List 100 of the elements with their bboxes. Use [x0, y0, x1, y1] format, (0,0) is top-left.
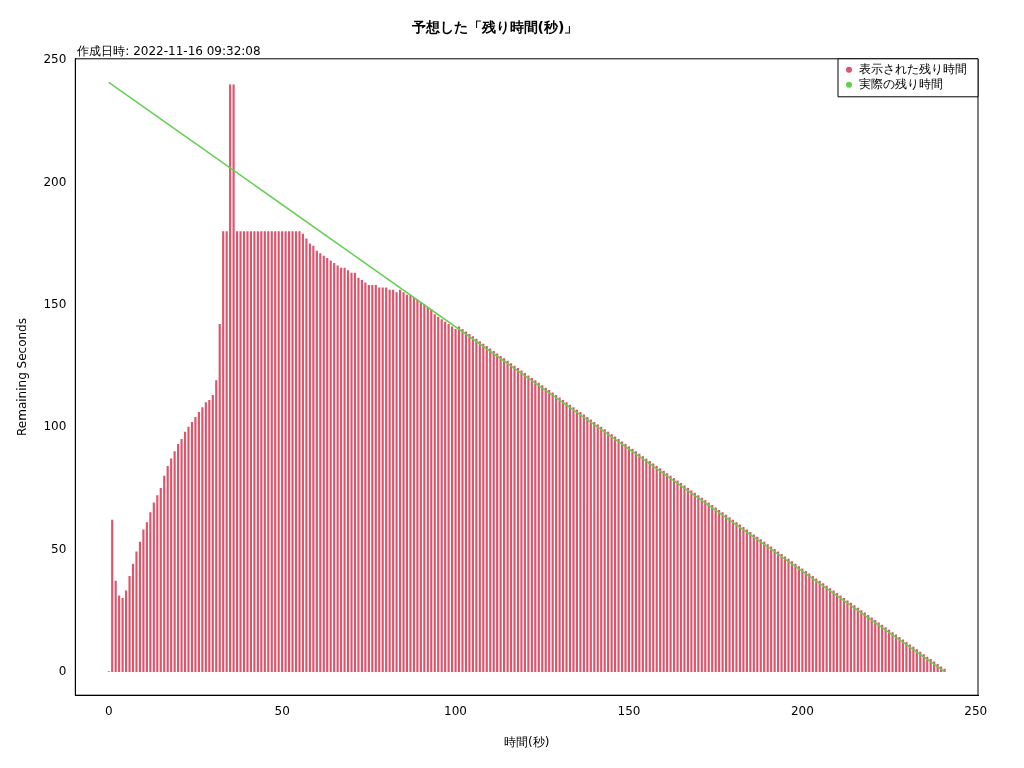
bar: [548, 390, 551, 672]
y-tick-label: 150: [43, 297, 67, 311]
bar: [738, 524, 742, 672]
bar: [676, 480, 679, 672]
bar: [600, 426, 603, 672]
bar: [492, 351, 495, 672]
bar: [357, 277, 360, 672]
bar: [430, 309, 433, 672]
bar: [242, 231, 246, 672]
bar: [610, 434, 613, 672]
bar: [461, 328, 464, 672]
bar: [256, 231, 259, 672]
bar: [749, 531, 752, 672]
bar: [516, 368, 520, 672]
bar: [794, 563, 797, 672]
bar: [350, 272, 353, 672]
x-axis-title: 時間(秒): [503, 734, 550, 749]
bar: [249, 231, 253, 672]
bar: [822, 583, 825, 672]
bar: [679, 483, 683, 672]
bar: [787, 558, 790, 672]
bar: [437, 316, 440, 672]
bar: [336, 265, 339, 672]
bar: [222, 231, 225, 672]
bar: [561, 399, 565, 672]
bar: [274, 231, 277, 672]
bar: [773, 549, 776, 672]
bar: [655, 465, 658, 672]
bar: [392, 289, 395, 672]
bar: [541, 385, 544, 672]
chart-title: 予想した「残り時間(秒)」: [410, 19, 579, 36]
bar: [731, 519, 735, 672]
bar: [735, 522, 738, 672]
bar: [829, 588, 832, 672]
bar: [509, 363, 513, 672]
bar: [808, 573, 811, 672]
bar: [634, 451, 637, 672]
x-tick-label: 250: [964, 703, 988, 718]
bar: [270, 231, 273, 672]
bar: [204, 402, 207, 672]
bar: [475, 338, 478, 672]
bar: [707, 502, 710, 672]
bar: [340, 267, 343, 672]
bar: [842, 597, 846, 672]
bar: [818, 580, 821, 672]
bar: [419, 302, 422, 672]
bar: [454, 328, 457, 672]
bar: [215, 380, 218, 672]
bar: [315, 250, 318, 672]
bar: [353, 272, 357, 672]
bar: [759, 539, 762, 672]
bar: [742, 527, 745, 672]
bar: [537, 382, 540, 672]
bar: [513, 365, 516, 672]
bar: [201, 407, 204, 672]
bar: [468, 333, 471, 672]
bar: [659, 468, 662, 672]
bar: [395, 292, 398, 672]
bar: [111, 519, 114, 672]
y-tick-label: 100: [43, 419, 67, 434]
bar: [846, 600, 849, 672]
bar: [208, 399, 211, 672]
bar: [603, 429, 606, 672]
bar: [780, 553, 783, 672]
bar: [579, 412, 582, 672]
x-tick-label: 100: [444, 703, 468, 718]
bar: [388, 289, 391, 672]
bar: [551, 392, 554, 672]
bar: [614, 436, 617, 672]
bar: [617, 439, 620, 672]
bar: [797, 566, 800, 672]
bar: [371, 284, 374, 672]
bar: [444, 321, 447, 672]
bar: [114, 580, 117, 672]
bar: [666, 473, 669, 672]
bar: [281, 231, 284, 672]
bar: [648, 461, 651, 672]
bar: [288, 231, 291, 672]
bar: [423, 304, 426, 672]
bar: [811, 575, 814, 672]
legend-label: 実際の残り時間: [859, 76, 943, 91]
bar: [496, 353, 499, 672]
bar: [409, 294, 412, 672]
bar: [721, 512, 724, 672]
bar: [669, 475, 672, 672]
bar: [593, 421, 596, 672]
bar: [575, 409, 579, 672]
bar: [839, 595, 842, 672]
bar: [402, 292, 405, 672]
bar: [457, 326, 461, 672]
x-tick-label: 50: [274, 703, 290, 718]
x-tick-label: 150: [617, 703, 641, 718]
bar: [440, 319, 443, 672]
bar: [777, 551, 780, 672]
bar: [319, 253, 322, 672]
bar: [745, 529, 748, 672]
bar: [641, 456, 644, 672]
bar: [565, 402, 568, 672]
bar: [308, 243, 311, 672]
bar: [558, 397, 561, 672]
